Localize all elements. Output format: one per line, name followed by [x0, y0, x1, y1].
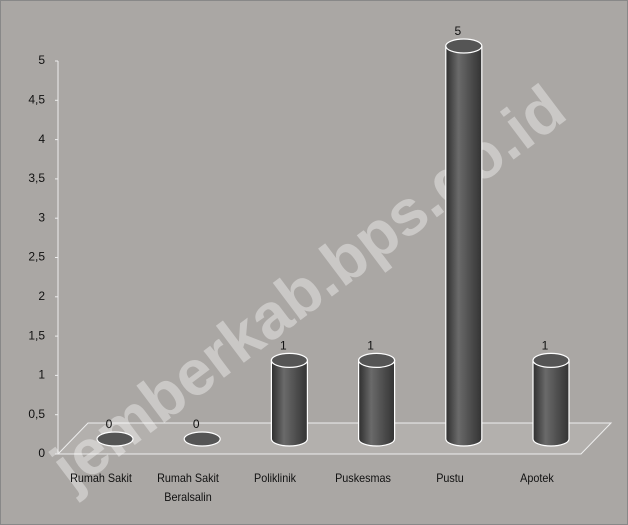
y-tick-label: 0	[38, 446, 45, 460]
x-tick-label: Apotek	[520, 471, 554, 485]
x-tick-label: Rumah Sakit Beralsalin	[157, 471, 220, 504]
cylinder-body	[532, 359, 570, 447]
cylinder-top	[445, 38, 483, 54]
cylinder-body	[270, 359, 308, 447]
cylinder-body	[358, 359, 396, 447]
bar	[96, 431, 134, 447]
cylinder-top	[96, 431, 134, 447]
x-tick-label: Pustu	[435, 471, 464, 485]
cylinder-top	[532, 352, 570, 368]
y-tick-label: 3	[38, 210, 45, 224]
y-tick-label: 1	[38, 368, 45, 382]
y-tick-label: 5	[38, 53, 45, 67]
value-label: 1	[367, 339, 374, 353]
x-tick-label: Rumah Sakit	[70, 471, 132, 485]
x-tick-label: Poliklinik	[254, 471, 297, 485]
bar	[270, 352, 308, 447]
cylinder-top	[183, 431, 221, 447]
value-label: 0	[106, 417, 113, 431]
y-tick-label: 4,5	[28, 92, 45, 106]
value-label: 5	[454, 24, 461, 38]
bar	[358, 352, 396, 447]
value-label: 0	[193, 417, 200, 431]
y-tick-label: 4	[38, 132, 45, 146]
y-tick-label: 3,5	[28, 171, 45, 185]
cylinder-body	[445, 45, 483, 447]
bar	[183, 431, 221, 447]
y-tick-label: 1,5	[28, 328, 45, 342]
x-tick-label: Puskesmas	[334, 471, 391, 485]
value-label: 1	[280, 339, 287, 353]
bar	[532, 352, 570, 447]
bar	[445, 38, 483, 447]
y-tick-label: 2,5	[28, 250, 45, 264]
cylinder-top	[270, 352, 308, 368]
y-tick-label: 0,5	[28, 407, 45, 421]
value-label: 1	[542, 339, 549, 353]
cylinder-top	[358, 352, 396, 368]
y-tick-label: 2	[38, 289, 45, 303]
